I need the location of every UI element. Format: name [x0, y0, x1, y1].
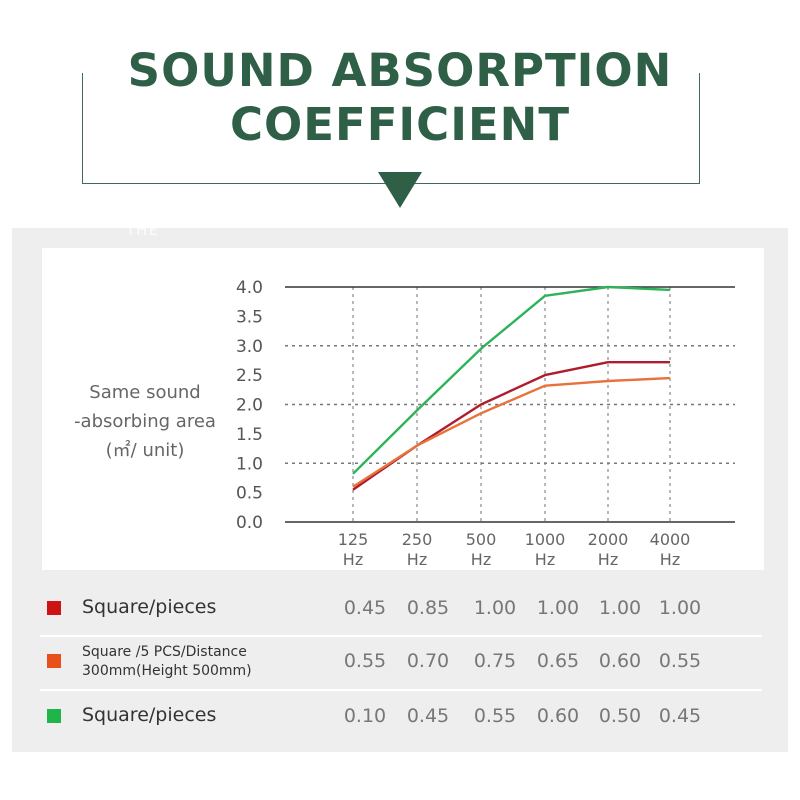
table-cell: 0.60 [536, 705, 580, 727]
legend-swatch [47, 709, 61, 723]
table-cell: 0.55 [658, 650, 702, 672]
table-cell: 1.00 [598, 597, 642, 619]
y-axis-label-line-1: Same sound [89, 382, 201, 403]
legend-swatch [47, 654, 61, 668]
y-tick-label: 1.5 [236, 425, 263, 445]
table-cell: 0.45 [406, 705, 450, 727]
table-row: Square/pieces 0.10 0.45 0.55 0.60 0.50 0.45 [40, 691, 762, 744]
table-cell: 0.45 [343, 597, 387, 619]
row-label: Square /5 PCS/Distance 300mm(Height 500mm… [82, 643, 252, 681]
down-arrow-icon [378, 172, 422, 208]
chart-area [42, 248, 764, 570]
table-cell: 0.65 [536, 650, 580, 672]
table-cell: 0.75 [473, 650, 517, 672]
y-tick-label: 0.5 [236, 484, 263, 504]
table-row: Square /5 PCS/Distance 300mm(Height 500mm… [40, 636, 762, 689]
x-tick-label: 250 [402, 530, 433, 549]
x-tick-label: 2000 [588, 530, 629, 549]
x-tick-label: 500 [466, 530, 497, 549]
table-cell: 1.00 [658, 597, 702, 619]
watermark-text: THE [126, 221, 159, 239]
x-tick-label: 1000 [525, 530, 566, 549]
y-tick-label: 0.0 [236, 513, 263, 533]
row-label-line: 300mm(Height 500mm) [82, 663, 252, 679]
series-line-2 [352, 376, 671, 488]
y-tick-label: 3.0 [236, 337, 263, 357]
x-tick-label: 4000 [650, 530, 691, 549]
x-tick-unit: Hz [660, 550, 680, 569]
series-line-3 [352, 285, 671, 475]
x-tick-unit: Hz [598, 550, 618, 569]
y-axis-label-line-2: -absorbing area [74, 411, 216, 432]
table-cell: 0.50 [598, 705, 642, 727]
y-tick-label: 2.5 [236, 366, 263, 386]
table-cell: 0.85 [406, 597, 450, 619]
title-line-1: SOUND ABSORPTION [127, 44, 673, 97]
page-title: SOUND ABSORPTION COEFFICIENT [0, 44, 800, 152]
y-axis-label: Same sound -absorbing area (㎡/ unit) [70, 378, 220, 465]
legend-swatch [47, 601, 61, 615]
title-line-2: COEFFICIENT [229, 98, 571, 151]
y-tick-label: 2.0 [236, 396, 263, 416]
x-tick-label: 125 [338, 530, 369, 549]
row-divider [40, 635, 762, 637]
row-divider [40, 689, 762, 691]
x-tick-unit: Hz [471, 550, 491, 569]
y-tick-label: 1.0 [236, 454, 263, 474]
table-cell: 0.70 [406, 650, 450, 672]
table-cell: 0.55 [343, 650, 387, 672]
row-label: Square/pieces [82, 596, 217, 618]
table-cell: 1.00 [473, 597, 517, 619]
y-axis-label-line-3: (㎡/ unit) [105, 440, 185, 461]
row-label-line: Square /5 PCS/Distance [82, 644, 247, 660]
table-cell: 0.55 [473, 705, 517, 727]
x-tick-unit: Hz [535, 550, 555, 569]
table-row: Square/pieces 0.45 0.85 1.00 1.00 1.00 1.00 [40, 583, 762, 636]
row-label: Square/pieces [82, 704, 217, 726]
table-cell: 0.10 [343, 705, 387, 727]
table-cell: 0.45 [658, 705, 702, 727]
table-cell: 1.00 [536, 597, 580, 619]
x-tick-unit: Hz [407, 550, 427, 569]
y-tick-label: 3.5 [236, 307, 263, 327]
table-cell: 0.60 [598, 650, 642, 672]
x-tick-unit: Hz [343, 550, 363, 569]
y-tick-label: 4.0 [236, 278, 263, 298]
